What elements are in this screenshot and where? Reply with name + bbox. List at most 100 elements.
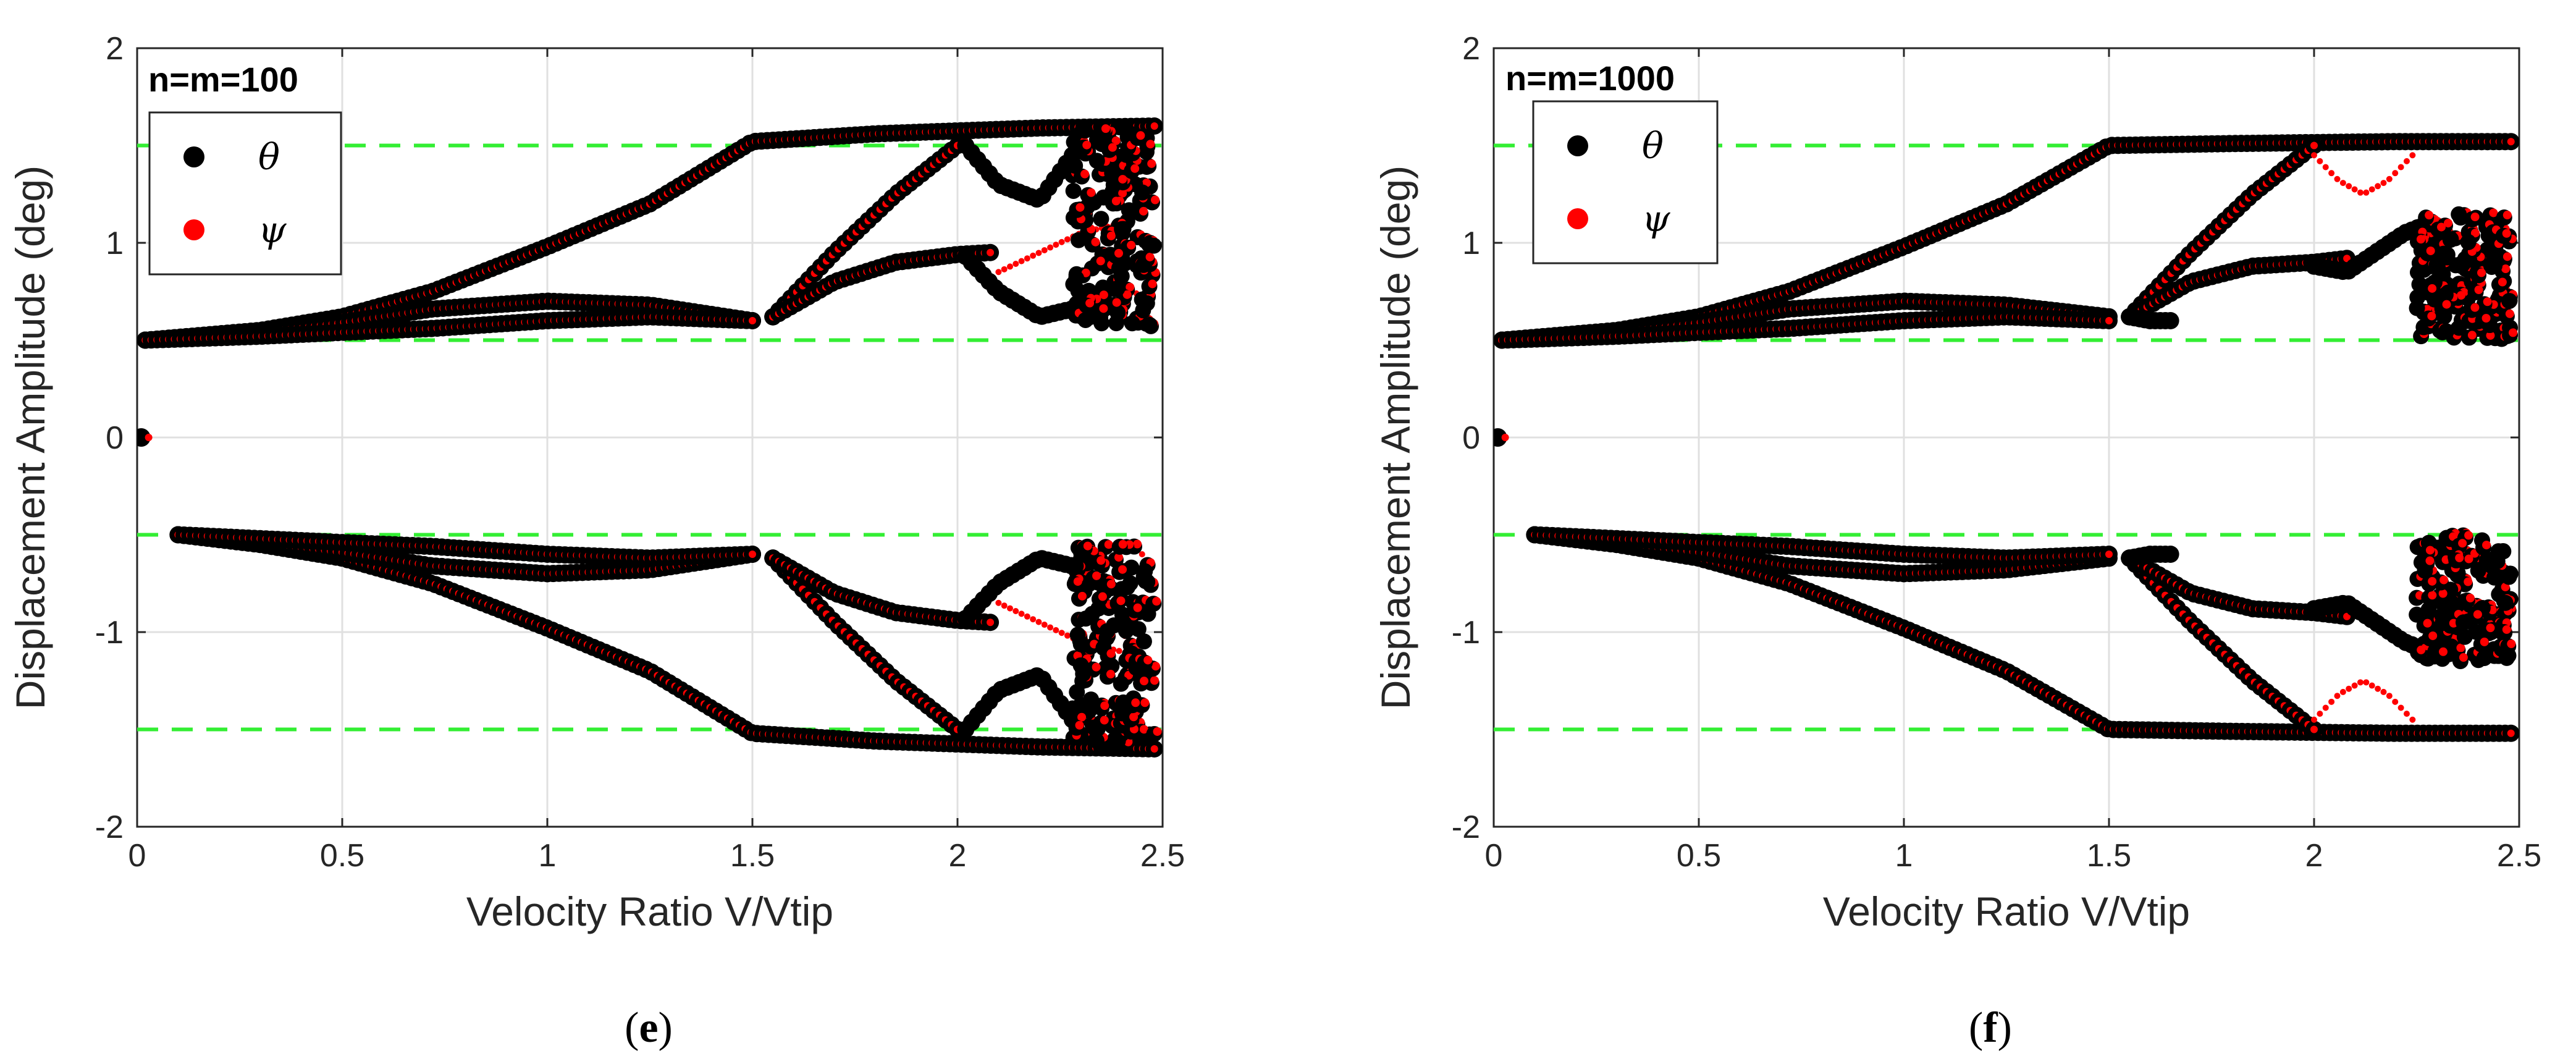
x-tick-label: 2.5	[1140, 838, 1185, 874]
y-tick-label: 2	[106, 31, 124, 67]
psi-point	[1130, 164, 1140, 173]
psi-point	[1118, 565, 1127, 574]
psi-point	[1129, 712, 1139, 722]
psi-point	[1098, 592, 1107, 601]
theta-point	[2428, 257, 2445, 274]
theta-point	[1067, 558, 1084, 575]
psi-point	[1112, 298, 1121, 307]
psi-point	[2425, 211, 2434, 220]
panel-tag: n=m=100	[148, 60, 298, 99]
psi-point	[1101, 124, 1110, 133]
psi-point	[2357, 189, 2363, 196]
psi-point	[2375, 183, 2381, 190]
psi-point	[2343, 255, 2351, 263]
y-tick-label: -1	[95, 615, 124, 651]
theta-point	[1072, 696, 1089, 713]
psi-point	[2442, 300, 2451, 309]
psi-point	[1139, 206, 1148, 216]
psi-point	[1006, 263, 1013, 270]
psi-point	[2380, 688, 2387, 695]
psi-point	[1136, 131, 1145, 140]
psi-point	[2449, 532, 2458, 541]
y-tick-label: -1	[1452, 615, 1480, 651]
psi-point	[2310, 141, 2318, 150]
psi-point	[1035, 250, 1042, 256]
psi-point	[1053, 242, 1059, 248]
theta-point	[1065, 182, 1082, 199]
theta-point	[1069, 684, 1085, 701]
psi-point	[1018, 610, 1025, 617]
theta-point	[1077, 610, 1094, 627]
psi-point	[2311, 152, 2317, 159]
psi-point	[1080, 169, 1090, 179]
psi-point	[2105, 317, 2113, 324]
psi-point	[1122, 290, 1132, 299]
psi-point	[2427, 311, 2436, 321]
psi-point	[1106, 649, 1116, 658]
theta-point	[2451, 206, 2467, 222]
theta-point	[2437, 286, 2454, 303]
psi-point	[1150, 745, 1158, 753]
psi-point	[2346, 685, 2352, 692]
psi-point	[2470, 303, 2480, 312]
psi-point	[1145, 252, 1155, 261]
theta-point	[1071, 232, 1087, 248]
psi-point	[2310, 725, 2318, 733]
psi-point	[1058, 239, 1065, 245]
psi-point	[1114, 248, 1123, 258]
psi-point	[1012, 261, 1019, 268]
theta-point	[2460, 234, 2477, 250]
psi-point	[1024, 255, 1030, 262]
psi-point	[995, 599, 1002, 606]
psi-point	[1001, 266, 1008, 272]
psi-point	[987, 248, 995, 256]
theta-point	[2161, 546, 2179, 563]
psi-point	[1146, 140, 1155, 149]
psi-point	[2328, 698, 2335, 705]
psi-point	[2505, 309, 2514, 318]
psi-point	[2346, 183, 2352, 190]
theta-point	[2438, 323, 2455, 340]
origin-theta-point	[1494, 428, 1507, 447]
psi-point	[1118, 539, 1127, 549]
psi-point	[2339, 688, 2346, 695]
caption-close-paren: )	[659, 1004, 673, 1052]
psi-point	[1106, 231, 1116, 240]
psi-point	[1030, 616, 1037, 623]
psi-point	[1030, 252, 1037, 259]
theta-point	[2451, 319, 2467, 336]
psi-point	[2501, 264, 2511, 274]
x-tick-label: 2.5	[2497, 838, 2541, 874]
psi-point	[2474, 285, 2483, 295]
psi-point	[1131, 698, 1140, 707]
psi-point	[1012, 607, 1019, 614]
psi-point	[1018, 258, 1025, 264]
psi-point	[2363, 679, 2370, 686]
psi-point	[1092, 662, 1101, 672]
theta-point	[1113, 675, 1129, 692]
branch-lower-near	[169, 526, 761, 567]
psi-point	[1099, 304, 1108, 313]
legend-box	[148, 111, 342, 276]
psi-point	[2375, 685, 2381, 692]
x-tick-label: 1.5	[730, 838, 775, 874]
psi-point	[2368, 682, 2375, 689]
psi-point	[1133, 603, 1142, 612]
legend-marker-theta	[183, 146, 204, 167]
psi-point	[2470, 213, 2480, 222]
branch-lower-middle	[2121, 549, 2356, 625]
legend: θψ	[148, 111, 342, 276]
x-tick-label: 0.5	[320, 838, 364, 874]
theta-point	[1124, 315, 1140, 332]
y-tick-label: 2	[1462, 31, 1480, 67]
y-tick-label: -2	[95, 809, 124, 845]
psi-point	[2339, 180, 2346, 187]
theta-point	[2161, 312, 2179, 329]
branch-lower-falling	[764, 549, 966, 738]
psi-point	[2311, 716, 2317, 723]
theta-point	[2409, 300, 2425, 316]
x-tick-label: 1	[1895, 838, 1913, 874]
psi-point	[2437, 222, 2446, 232]
psi-point	[1073, 577, 1082, 586]
